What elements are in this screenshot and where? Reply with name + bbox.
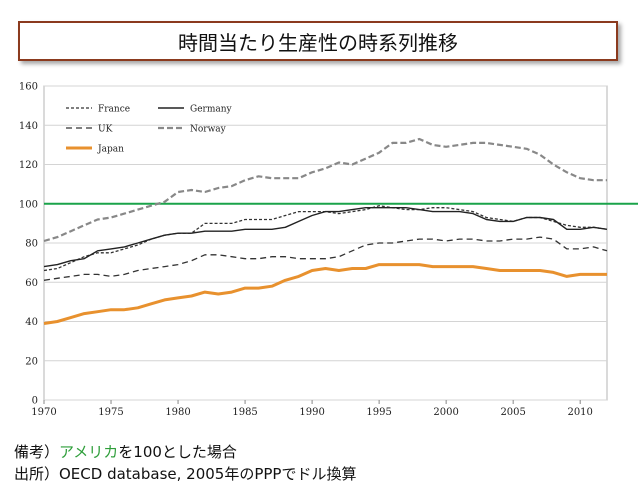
- legend-label-germany: Germany: [190, 105, 233, 115]
- x-tick-label: 2005: [500, 407, 525, 418]
- y-tick-label: 60: [25, 278, 38, 289]
- legend-label-norway: Norway: [190, 125, 227, 135]
- series-line-norway: [43, 137, 607, 243]
- x-tick-label: 1990: [299, 407, 324, 418]
- y-tick-label: 80: [25, 239, 38, 250]
- x-tick-label: 2010: [567, 407, 592, 418]
- series-line-uk: [43, 236, 608, 281]
- y-tick-label: 120: [19, 160, 38, 171]
- x-tick-label: 2000: [433, 407, 458, 418]
- y-tick-label: 140: [19, 121, 38, 132]
- series-line-france: [43, 205, 608, 272]
- note-line-1: 備考）アメリカを100とした場合: [14, 441, 237, 462]
- y-tick-label: 160: [19, 82, 38, 93]
- x-tick-label: 1995: [366, 407, 391, 418]
- line-chart: 0 20 40 60 80 100 120 140 160 1970 1975 1980 1985 199…: [19, 82, 638, 418]
- chart-title-box: 時間当たり生産性の時系列推移: [18, 21, 618, 61]
- y-tick-label: 20: [25, 356, 38, 367]
- y-tick-label: 0: [32, 396, 38, 407]
- y-tick-label: 100: [19, 199, 38, 210]
- legend-label-uk: UK: [98, 125, 113, 135]
- note-suffix: を100とした場合: [118, 443, 237, 461]
- note-accent: アメリカ: [59, 443, 119, 461]
- series-line-japan: [43, 263, 607, 325]
- x-tick-label: 1970: [31, 407, 56, 418]
- legend-label-japan: Japan: [97, 145, 124, 155]
- y-tick-label: 40: [25, 317, 38, 328]
- note-line-2: 出所）OECD database, 2005年のPPPでドル換算: [14, 465, 357, 483]
- chart-title: 時間当たり生産性の時系列推移: [178, 30, 458, 55]
- x-tick-label: 1980: [165, 407, 190, 418]
- x-tick-label: 1975: [98, 407, 123, 418]
- legend-label-france: France: [98, 105, 130, 115]
- x-tick-label: 1985: [232, 407, 257, 418]
- note-prefix: 備考）: [14, 443, 60, 461]
- series-line-germany: [43, 206, 608, 268]
